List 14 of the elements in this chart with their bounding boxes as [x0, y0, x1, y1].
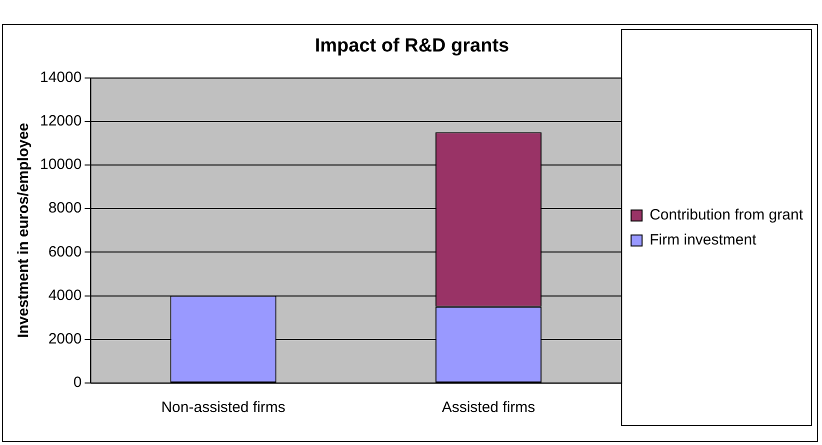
x-tick-label: Assisted firms [442, 399, 536, 416]
x-tick-label: Non-assisted firms [161, 399, 286, 416]
legend-label: Firm investment [650, 232, 758, 249]
y-tick-label: 12000 [40, 112, 82, 130]
chart-title: Impact of R&D grants [314, 36, 510, 57]
y-tick-label: 8000 [48, 200, 82, 217]
y-tick-label: 6000 [48, 243, 82, 260]
y-tick-label: 0 [73, 374, 82, 392]
y-axis-title: Investment in euros/employee [15, 122, 32, 338]
y-tick-label: 10000 [40, 156, 82, 174]
y-tick-label: 4000 [48, 286, 82, 304]
y-tick-label: 14000 [40, 68, 82, 86]
y-tick-label: 2000 [48, 330, 82, 348]
legend-label: Contribution from grant [650, 206, 804, 224]
